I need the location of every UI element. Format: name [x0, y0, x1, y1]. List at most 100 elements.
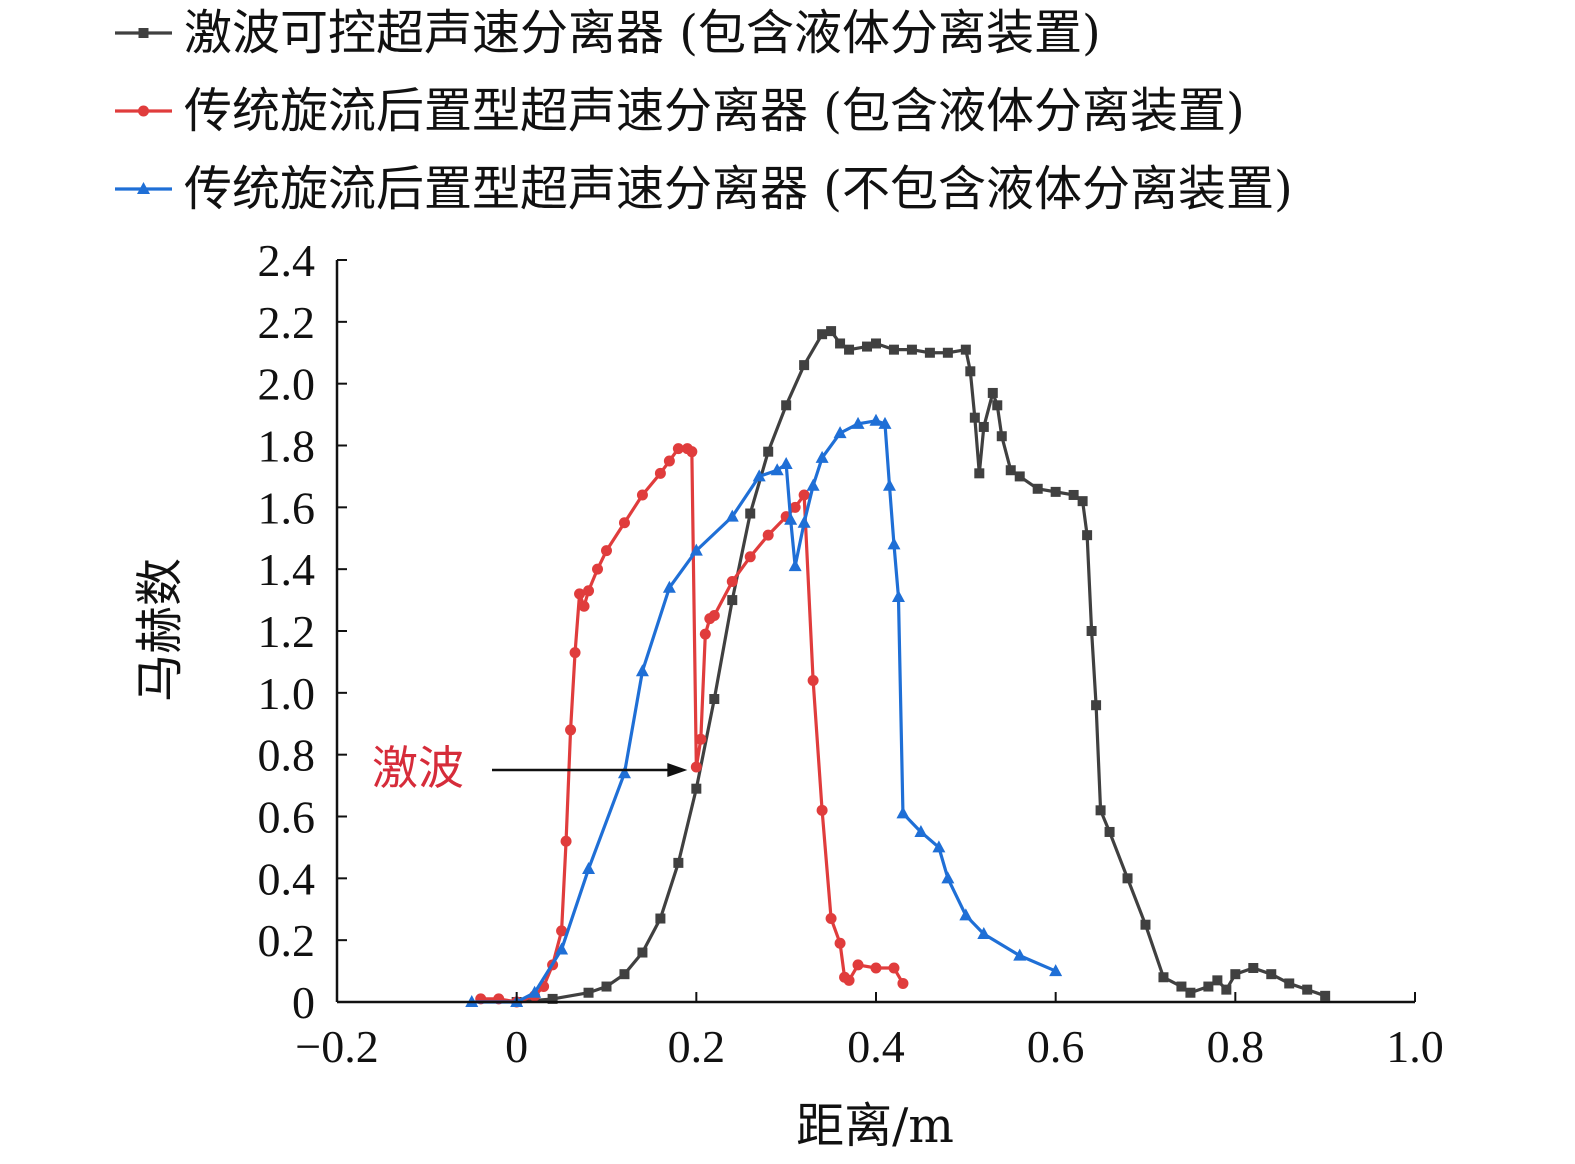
data-point — [891, 589, 905, 602]
data-point — [992, 400, 1003, 411]
data-point — [1050, 486, 1061, 497]
data-point — [1248, 962, 1259, 973]
data-point — [1212, 975, 1223, 986]
data-point — [888, 962, 900, 974]
legend-marker — [138, 28, 149, 38]
y-axis-title: 马赫数 — [132, 558, 188, 702]
data-point — [1049, 964, 1063, 977]
data-point — [781, 400, 792, 411]
legend: 激波可控超声速分离器 (包含液体分离装置) 传统旋流后置型超声速分离器 (包含液体… — [115, 5, 1293, 217]
data-point — [965, 366, 976, 377]
data-point — [1095, 805, 1106, 816]
data-point — [578, 600, 590, 612]
data-point — [882, 478, 896, 491]
data-point — [1320, 990, 1331, 1001]
data-point — [789, 501, 801, 513]
data-point — [870, 962, 882, 974]
data-point — [887, 537, 901, 550]
data-point — [1185, 987, 1196, 998]
data-point — [897, 977, 909, 989]
data-point — [709, 694, 720, 705]
data-point — [745, 508, 756, 519]
axes: −0.2 0 0.2 0.4 0.6 0.8 1.000.20.40.60.81.01.21… — [258, 235, 1444, 1072]
data-point — [799, 360, 810, 371]
data-point — [528, 985, 542, 998]
data-point — [851, 416, 865, 429]
legend-item: 激波可控超声速分离器 (包含液体分离装置) — [115, 5, 1101, 61]
data-point — [744, 551, 756, 563]
x-tick-label: 1.0 — [1386, 1021, 1444, 1072]
data-point — [807, 674, 819, 686]
x-axis-title: 距离/m — [796, 1098, 954, 1154]
data-point — [896, 806, 910, 819]
data-point — [1013, 948, 1027, 961]
data-point — [672, 443, 684, 455]
data-point — [1266, 969, 1277, 980]
data-point — [592, 563, 604, 575]
x-tick-label: −0.2 — [295, 1021, 378, 1072]
data-point — [1086, 626, 1097, 636]
data-point — [555, 942, 569, 955]
series-controllable-separator — [511, 326, 1331, 1007]
data-point — [1230, 969, 1241, 980]
data-point — [601, 981, 612, 992]
data-point — [601, 545, 612, 557]
data-point — [960, 344, 971, 355]
data-point — [878, 416, 892, 429]
data-point — [569, 647, 581, 659]
plot-area — [465, 326, 1331, 1008]
data-point — [932, 840, 946, 853]
data-point — [835, 338, 846, 349]
data-point — [1158, 972, 1169, 983]
legend-item: 传统旋流后置型超声速分离器 (包含液体分离装置) — [115, 83, 1245, 139]
data-point — [619, 969, 630, 980]
y-tick-label: 0.6 — [258, 792, 316, 843]
data-point — [618, 517, 630, 529]
data-point — [763, 446, 774, 457]
data-point — [1104, 826, 1115, 837]
data-point — [816, 804, 828, 816]
data-point — [635, 664, 649, 677]
data-point — [1221, 984, 1232, 995]
data-point — [655, 913, 666, 924]
data-point — [797, 515, 811, 528]
y-tick-label: 1.8 — [258, 421, 316, 472]
data-point — [977, 926, 991, 939]
series-line — [516, 329, 1326, 1004]
data-point — [852, 959, 864, 971]
data-point — [689, 543, 703, 556]
data-point — [974, 468, 985, 479]
legend-label: 传统旋流后置型超声速分离器 (包含液体分离装置) — [184, 83, 1245, 139]
data-point — [1203, 981, 1214, 992]
data-point — [888, 344, 899, 355]
data-point — [987, 387, 998, 398]
legend-label: 传统旋流后置型超声速分离器 (不包含液体分离装置) — [184, 161, 1293, 217]
data-point — [752, 469, 766, 482]
data-point — [1032, 483, 1043, 494]
y-tick-label: 2.4 — [258, 235, 316, 286]
legend-marker — [137, 182, 150, 194]
x-tick-label: 0.6 — [1027, 1021, 1085, 1072]
data-point — [673, 857, 684, 868]
data-point — [817, 329, 828, 340]
data-point — [654, 467, 666, 479]
y-tick-label: 1.6 — [258, 482, 316, 533]
data-point — [637, 947, 648, 958]
shock-annotation: 激波 — [372, 741, 688, 795]
data-point — [825, 913, 837, 925]
legend-item: 传统旋流后置型超声速分离器 (不包含液体分离装置) — [115, 161, 1293, 217]
y-tick-label: 0.2 — [258, 915, 316, 966]
series-line — [480, 446, 905, 1004]
x-tick-label: 0 — [505, 1021, 528, 1072]
series-traditional-with-liquid — [475, 443, 909, 1008]
y-tick-label: 1.2 — [258, 606, 316, 657]
data-point — [806, 478, 820, 491]
data-point — [1082, 530, 1093, 541]
series-traditional-without-liquid — [465, 413, 1063, 1007]
annotation-label: 激波 — [372, 741, 464, 795]
data-point — [978, 421, 989, 432]
data-point — [941, 871, 955, 884]
data-point — [583, 987, 594, 998]
x-tick-label: 0.8 — [1207, 1021, 1265, 1072]
data-point — [834, 937, 846, 949]
